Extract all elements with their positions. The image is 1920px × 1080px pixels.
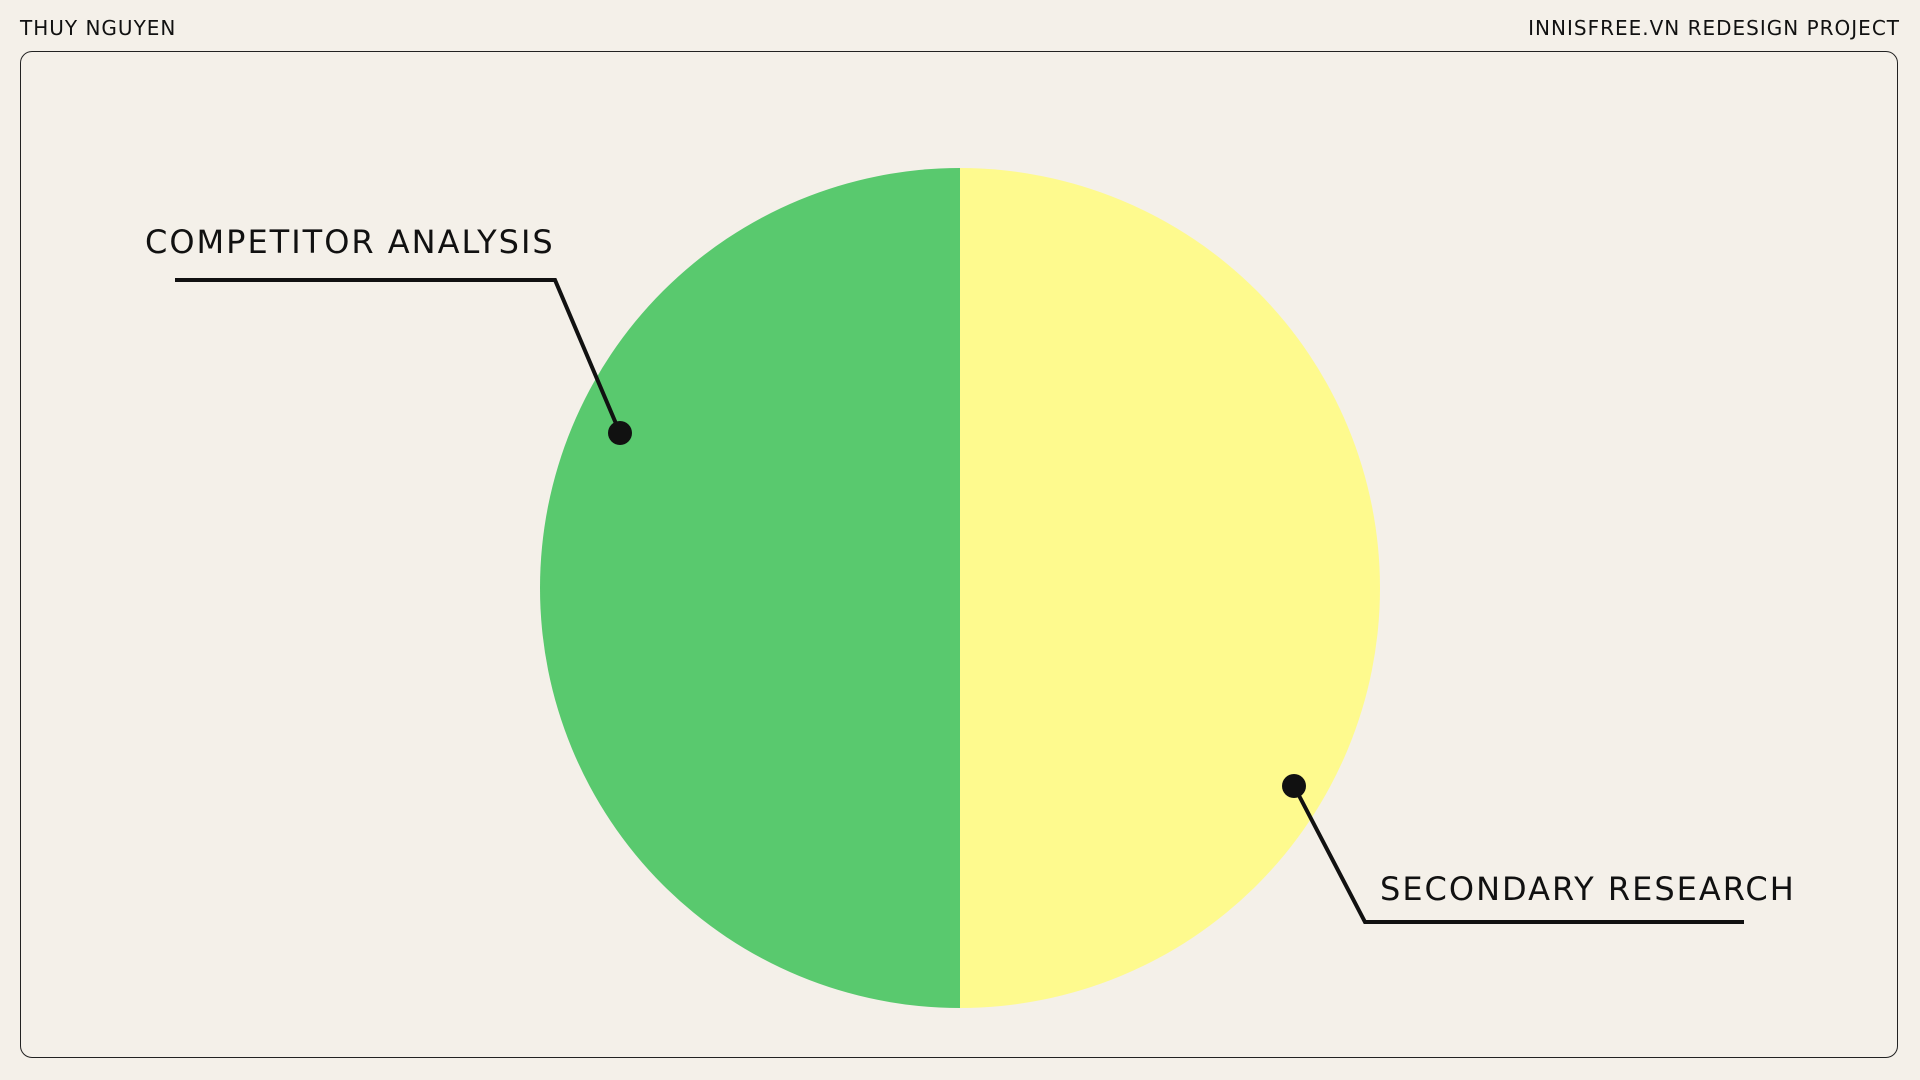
callout-line-secondary <box>1292 785 1744 924</box>
author-name: THUY NGUYEN <box>20 16 177 40</box>
callout-dot-secondary <box>1282 774 1306 798</box>
pie-slice-competitor-analysis <box>540 168 960 1008</box>
slice-label-secondary: SECONDARY RESEARCH <box>1380 870 1796 908</box>
project-title: INNISFREE.VN REDESIGN PROJECT <box>1528 16 1900 40</box>
pie-slice-secondary-research <box>960 168 1380 1008</box>
callout-line-competitor <box>175 278 622 434</box>
slice-label-competitor: COMPETITOR ANALYSIS <box>145 223 555 261</box>
content-frame <box>20 51 1898 1058</box>
callout-dot-competitor <box>608 421 632 445</box>
